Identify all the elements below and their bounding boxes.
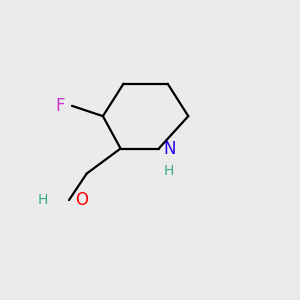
Text: F: F [55, 97, 64, 115]
Text: H: H [163, 164, 174, 178]
Text: H: H [38, 193, 48, 207]
Text: O: O [75, 191, 88, 209]
Text: N: N [163, 140, 176, 158]
